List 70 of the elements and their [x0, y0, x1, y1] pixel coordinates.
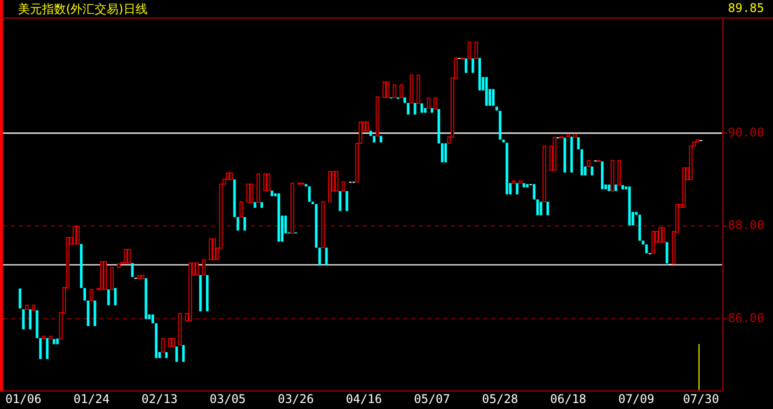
- x-tick-label: 01/06: [5, 392, 42, 406]
- candlestick: [426, 97, 430, 109]
- y-tick-label: 88.00: [728, 218, 764, 232]
- candlestick: [243, 216, 246, 232]
- candlestick: [318, 247, 321, 266]
- candlestick: [182, 344, 185, 362]
- candlestick: [83, 288, 86, 302]
- candlestick: [652, 230, 656, 254]
- candlestick: [464, 58, 468, 74]
- candlestick: [28, 308, 32, 330]
- candlestick: [346, 190, 348, 212]
- x-tick-label: 05/28: [482, 392, 518, 406]
- candlestick: [666, 242, 668, 264]
- y-tick-label: 90.00: [728, 125, 764, 140]
- candlestick: [662, 227, 666, 243]
- candlestick: [240, 201, 244, 218]
- candlestick: [325, 247, 328, 266]
- candlestick: [492, 88, 495, 106]
- candlestick: [382, 82, 386, 98]
- candlestick: [131, 262, 134, 278]
- candlestick: [76, 226, 80, 244]
- candlestick: [208, 238, 212, 260]
- candlestick: [516, 182, 518, 195]
- candlestick: [440, 142, 444, 163]
- candlestick: [338, 190, 342, 212]
- candlestick: [202, 259, 206, 276]
- candlestick: [334, 171, 338, 192]
- candlestick: [474, 42, 478, 59]
- x-tick-label: 03/05: [210, 392, 246, 406]
- candlestick: [212, 238, 216, 260]
- text: 89.85: [728, 1, 764, 15]
- candlestick: [39, 338, 42, 360]
- chart-title: 美元指数(外汇交易)日线: [18, 2, 148, 16]
- x-tick-label: 07/30: [682, 392, 720, 406]
- candlestick: [400, 84, 404, 98]
- candlestick: [263, 173, 267, 192]
- candlestick: [434, 97, 438, 110]
- candlestick: [195, 262, 199, 276]
- candlestick: [658, 227, 662, 243]
- candlestick: [127, 249, 131, 264]
- candlestick: [392, 84, 396, 98]
- candlestick: [22, 308, 25, 330]
- candlestick: [161, 338, 165, 352]
- y-tick-label: 86.00: [728, 310, 764, 325]
- candlestick: [114, 288, 117, 306]
- x-tick-label: 02/13: [142, 392, 178, 406]
- candlestick: [266, 173, 270, 192]
- x-tick-label: 04/16: [346, 392, 382, 406]
- candlestick: [386, 82, 390, 98]
- x-tick-label: 06/18: [550, 392, 586, 406]
- candlestick: [90, 288, 94, 301]
- candlestick: [532, 184, 536, 200]
- x-tick-label: 01/24: [73, 392, 110, 406]
- candlestick: [175, 346, 178, 362]
- candlestick: [124, 249, 128, 264]
- candlestick: [577, 136, 580, 150]
- x-tick-label: 07/09: [618, 392, 654, 406]
- candlestick: [250, 184, 254, 203]
- candlestick: [472, 58, 474, 74]
- candlestick: [72, 226, 76, 244]
- x-tick-label: 03/26: [278, 392, 314, 406]
- candlestick: [246, 184, 250, 203]
- candlestick: [236, 216, 240, 232]
- candlestick: [342, 181, 346, 192]
- candlestick: [46, 338, 49, 360]
- candlestick: [468, 42, 472, 59]
- candlestick: [444, 142, 447, 163]
- candlestick: [308, 186, 311, 202]
- x-tick-label: 05/07: [414, 392, 450, 406]
- candlestick: [110, 267, 114, 290]
